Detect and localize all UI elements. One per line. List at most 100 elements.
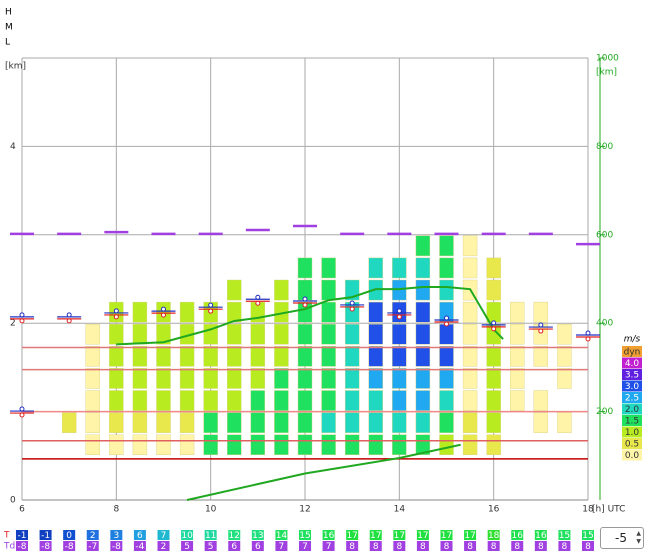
wind-cell — [274, 412, 289, 433]
t-value: 15 — [582, 531, 593, 541]
wind-cell — [250, 390, 266, 411]
base-marker-part — [349, 306, 355, 312]
wind-cell — [203, 390, 218, 411]
scale-swatch — [622, 380, 642, 392]
wind-cell — [344, 368, 360, 389]
wind-cell — [415, 235, 431, 257]
wind-cell — [533, 412, 549, 433]
wind-cell — [132, 368, 148, 389]
scale-swatch — [622, 415, 642, 426]
base-marker-part — [585, 336, 591, 342]
base-marker-part — [66, 312, 72, 318]
wind-cell — [109, 412, 124, 433]
wind-cell — [85, 390, 100, 411]
x-tick-label: 12 — [299, 505, 310, 515]
td-box — [133, 541, 146, 551]
wind-cell — [392, 434, 407, 456]
wind-cell — [368, 324, 383, 345]
base-marker-part — [113, 308, 119, 314]
wind-cell — [250, 324, 266, 345]
wind-cell — [250, 368, 266, 389]
wind-cell — [85, 412, 100, 433]
td-value: 7 — [279, 542, 285, 552]
td-box — [39, 541, 52, 551]
base-marker-part — [161, 306, 166, 312]
base-marker — [57, 312, 82, 324]
t-box — [487, 530, 500, 540]
base-marker-part — [444, 315, 449, 321]
wind-cell — [510, 324, 525, 345]
wind-cell — [439, 257, 454, 279]
t-box — [322, 530, 335, 540]
wind-cell — [297, 257, 313, 279]
td-value: 5 — [208, 542, 214, 552]
wind-cell — [179, 434, 195, 456]
wind-cell — [274, 346, 289, 367]
td-box — [228, 541, 241, 551]
wind-cell — [227, 301, 242, 323]
base-marker — [576, 330, 600, 342]
wind-cell — [61, 412, 77, 433]
t-value: 16 — [535, 531, 547, 541]
wind-cell — [415, 257, 431, 279]
td-value: -8 — [112, 542, 121, 552]
wind-cell — [486, 368, 501, 389]
td-box — [416, 541, 429, 551]
y2-tick-label: 200 — [596, 407, 613, 417]
wind-cell — [85, 434, 100, 456]
td-box — [322, 541, 335, 551]
td-box — [464, 541, 477, 551]
td-box — [487, 541, 500, 551]
base-marker — [434, 315, 459, 327]
wind-cell — [510, 301, 525, 323]
t-value: 6 — [137, 531, 143, 541]
td-box — [393, 541, 406, 551]
scale-swatch — [622, 449, 642, 461]
wind-cell — [274, 390, 289, 411]
t-box — [393, 530, 406, 540]
t-box — [464, 530, 477, 540]
td-box — [157, 541, 170, 551]
wind-cell — [439, 390, 454, 411]
wind-cell — [439, 434, 454, 456]
wind-cell — [368, 412, 383, 433]
wind-cell — [486, 257, 501, 279]
td-box — [275, 541, 288, 551]
offset-spinner[interactable]: -5 ▲ ▼ — [600, 527, 644, 549]
wind-cell — [132, 412, 148, 433]
td-box — [511, 541, 524, 551]
t-box — [275, 530, 288, 540]
wind-cell — [321, 412, 336, 433]
t-value: 3 — [113, 531, 119, 541]
offset-value: -5 — [615, 531, 627, 545]
base-marker — [387, 308, 412, 320]
wind-cell — [439, 368, 454, 389]
wind-cell — [109, 368, 124, 389]
wind-cell — [297, 412, 313, 433]
t-value: 15 — [559, 531, 570, 541]
x-tick-label: 10 — [205, 505, 217, 515]
td-value: 8 — [349, 542, 355, 552]
t-value: 17 — [370, 531, 381, 541]
wind-cell — [415, 324, 431, 345]
spin-arrows[interactable]: ▲ ▼ — [636, 530, 641, 545]
t-box — [251, 530, 264, 540]
base-marker-part — [396, 314, 402, 320]
t-box — [86, 530, 99, 540]
y2-tick-label: 1000 — [596, 54, 619, 64]
base-marker-part — [538, 328, 544, 334]
wind-cell — [486, 434, 501, 456]
t-value: 13 — [252, 531, 263, 541]
wind-cell — [321, 346, 336, 367]
wind-cell — [321, 390, 336, 411]
wind-cell — [368, 257, 383, 279]
scale-label: 1.0 — [625, 428, 640, 438]
wind-cell — [415, 279, 431, 301]
wind-cell — [344, 324, 360, 345]
t-box — [39, 530, 52, 540]
t-box — [346, 530, 359, 540]
wind-cell — [109, 390, 124, 411]
t-box — [133, 530, 146, 540]
t-box — [63, 530, 76, 540]
base-marker-part — [302, 302, 308, 308]
